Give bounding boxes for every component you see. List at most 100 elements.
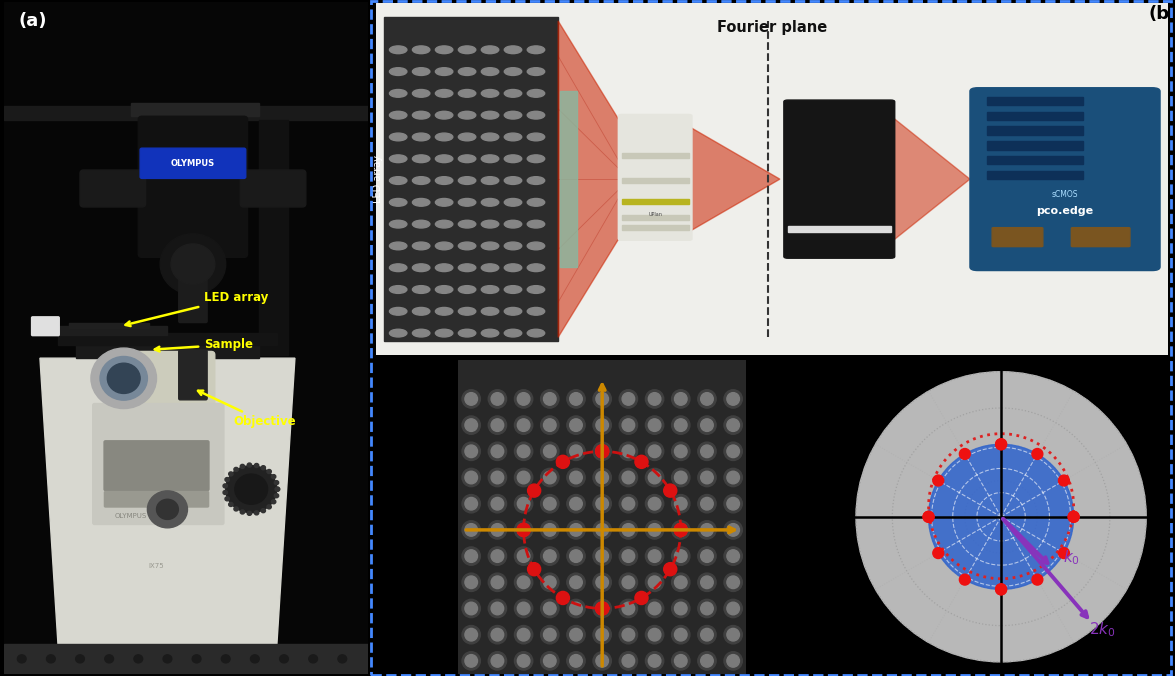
Circle shape (649, 445, 660, 458)
Circle shape (596, 498, 609, 510)
Circle shape (235, 474, 268, 504)
Circle shape (504, 112, 522, 119)
Circle shape (412, 46, 430, 53)
Circle shape (491, 445, 504, 458)
Circle shape (674, 419, 687, 431)
Circle shape (389, 89, 407, 97)
FancyBboxPatch shape (116, 352, 215, 408)
Circle shape (412, 155, 430, 163)
Circle shape (593, 573, 611, 592)
Circle shape (645, 521, 664, 539)
FancyBboxPatch shape (618, 114, 692, 240)
Circle shape (724, 468, 743, 487)
Circle shape (271, 500, 276, 504)
Circle shape (489, 600, 506, 618)
Circle shape (234, 467, 239, 471)
Circle shape (517, 629, 530, 641)
Circle shape (619, 416, 638, 434)
Circle shape (436, 89, 452, 97)
Circle shape (674, 524, 687, 536)
Circle shape (700, 471, 713, 484)
Circle shape (458, 264, 476, 272)
Circle shape (724, 573, 743, 592)
Circle shape (596, 445, 609, 458)
Circle shape (412, 242, 430, 250)
Text: sCMOS: sCMOS (1052, 191, 1079, 199)
Circle shape (566, 600, 585, 618)
Circle shape (436, 308, 452, 315)
Bar (559, 91, 577, 267)
Circle shape (458, 133, 476, 141)
Circle shape (622, 602, 634, 614)
Circle shape (924, 511, 934, 523)
Circle shape (482, 264, 498, 272)
Circle shape (540, 521, 559, 539)
Circle shape (517, 524, 530, 536)
Circle shape (504, 242, 522, 250)
Circle shape (724, 495, 743, 513)
Circle shape (727, 471, 739, 484)
Circle shape (389, 199, 407, 206)
Circle shape (504, 286, 522, 293)
Circle shape (458, 46, 476, 53)
Circle shape (465, 550, 477, 562)
Circle shape (163, 655, 172, 663)
Circle shape (107, 363, 140, 393)
Polygon shape (40, 358, 295, 647)
Circle shape (566, 652, 585, 670)
Circle shape (412, 68, 430, 76)
Circle shape (489, 652, 506, 670)
Circle shape (528, 68, 545, 76)
Text: Fourier plane: Fourier plane (717, 20, 827, 35)
Circle shape (634, 456, 649, 468)
Circle shape (622, 471, 634, 484)
Circle shape (540, 625, 559, 644)
Circle shape (672, 521, 690, 539)
Circle shape (622, 629, 634, 641)
Circle shape (1068, 511, 1079, 523)
Circle shape (528, 176, 545, 185)
Circle shape (700, 419, 713, 431)
Circle shape (593, 442, 611, 460)
Circle shape (193, 655, 201, 663)
Circle shape (412, 112, 430, 119)
Circle shape (698, 600, 716, 618)
Circle shape (933, 475, 944, 486)
Text: IX75: IX75 (149, 564, 164, 569)
Circle shape (674, 576, 687, 589)
Circle shape (436, 46, 452, 53)
Text: $2k_0$: $2k_0$ (1089, 621, 1115, 639)
Circle shape (540, 547, 559, 565)
Circle shape (593, 416, 611, 434)
Circle shape (672, 442, 690, 460)
Circle shape (436, 199, 452, 206)
Circle shape (544, 498, 556, 510)
Circle shape (649, 498, 660, 510)
Circle shape (540, 600, 559, 618)
Circle shape (672, 416, 690, 434)
Circle shape (229, 502, 233, 506)
Circle shape (566, 390, 585, 408)
Circle shape (389, 264, 407, 272)
Circle shape (645, 652, 664, 670)
Circle shape (596, 550, 609, 562)
Circle shape (528, 484, 540, 497)
Circle shape (724, 547, 743, 565)
Circle shape (649, 393, 660, 405)
Circle shape (504, 46, 522, 53)
Circle shape (465, 602, 477, 614)
Circle shape (482, 46, 498, 53)
Circle shape (465, 524, 477, 536)
Circle shape (221, 655, 230, 663)
Bar (987, 97, 1083, 105)
Circle shape (857, 372, 1146, 662)
FancyBboxPatch shape (179, 263, 207, 322)
Circle shape (593, 600, 611, 618)
Circle shape (515, 625, 532, 644)
Circle shape (240, 464, 244, 468)
Circle shape (649, 654, 660, 667)
Circle shape (727, 498, 739, 510)
Circle shape (1059, 548, 1069, 558)
Circle shape (619, 521, 638, 539)
Circle shape (672, 600, 690, 618)
